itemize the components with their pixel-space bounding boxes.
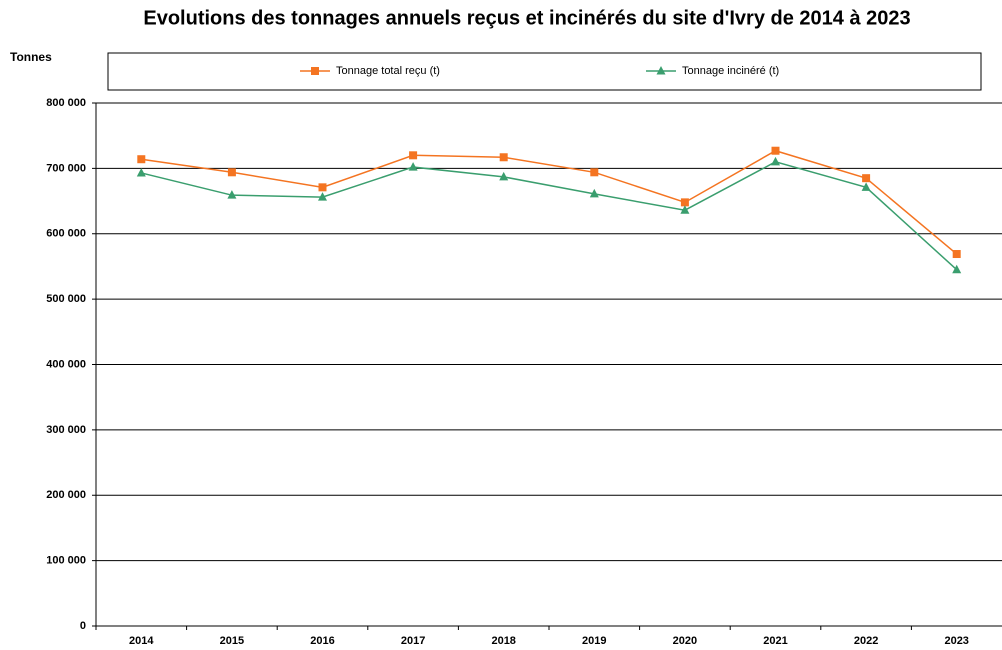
series-marker bbox=[589, 188, 599, 198]
series-marker bbox=[318, 183, 327, 192]
legend-label: Tonnage total reçu (t) bbox=[336, 65, 440, 77]
series-marker bbox=[318, 192, 327, 201]
series-marker bbox=[499, 171, 509, 181]
y-tick-label: 0 bbox=[80, 620, 86, 632]
y-tick-label: 800 000 bbox=[46, 97, 86, 109]
series-marker bbox=[499, 153, 508, 162]
series-marker bbox=[771, 146, 780, 155]
x-tick-label: 2021 bbox=[763, 635, 787, 647]
series-marker bbox=[771, 156, 780, 166]
x-tick-label: 2023 bbox=[944, 635, 968, 647]
y-tick-label: 700 000 bbox=[46, 162, 86, 174]
x-tick-label: 2022 bbox=[854, 635, 878, 647]
legend-box bbox=[107, 52, 982, 91]
legend-marker bbox=[311, 67, 319, 75]
series-marker bbox=[409, 151, 418, 160]
series-marker bbox=[861, 182, 871, 191]
y-tick-label: 300 000 bbox=[46, 424, 86, 436]
x-tick-label: 2016 bbox=[310, 635, 334, 647]
series-marker bbox=[952, 264, 962, 274]
y-tick-label: 400 000 bbox=[46, 358, 86, 370]
series-marker bbox=[227, 168, 236, 177]
y-tick-label: 600 000 bbox=[46, 228, 86, 240]
legend-label: Tonnage incinéré (t) bbox=[682, 65, 779, 77]
x-tick-label: 2015 bbox=[220, 635, 244, 647]
series-line bbox=[141, 161, 958, 271]
series-marker bbox=[952, 250, 961, 259]
x-tick-label: 2018 bbox=[491, 635, 515, 647]
chart-title: Evolutions des tonnages annuels reçus et… bbox=[143, 7, 910, 29]
y-tick-label: 500 000 bbox=[46, 293, 86, 305]
series-marker bbox=[137, 155, 146, 164]
legend-marker bbox=[656, 66, 666, 75]
series-marker bbox=[136, 167, 146, 177]
series-marker bbox=[862, 174, 871, 183]
series-marker bbox=[408, 162, 418, 171]
x-tick-label: 2020 bbox=[673, 635, 697, 647]
series-marker bbox=[227, 190, 237, 199]
y-tick-label: 200 000 bbox=[46, 489, 86, 501]
y-axis-label: Tonnes bbox=[10, 50, 52, 64]
x-tick-label: 2017 bbox=[401, 635, 425, 647]
x-tick-label: 2014 bbox=[129, 635, 154, 647]
series-line bbox=[141, 149, 958, 255]
series-marker bbox=[680, 205, 690, 214]
series-marker bbox=[680, 198, 689, 207]
y-tick-label: 100 000 bbox=[46, 555, 86, 567]
series-marker bbox=[590, 168, 599, 177]
x-tick-label: 2019 bbox=[582, 635, 606, 647]
